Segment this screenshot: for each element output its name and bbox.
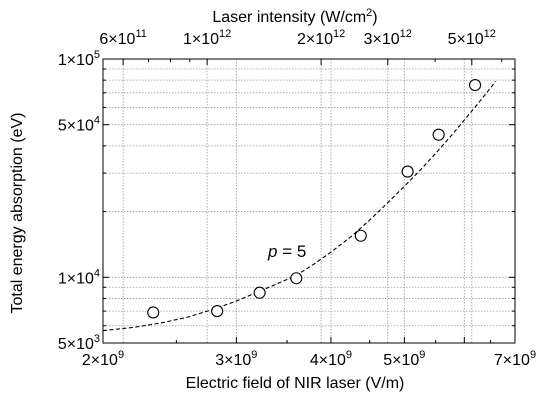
x-tick-label-exponent: 9 — [346, 349, 352, 361]
x-tick-label-exponent: 9 — [419, 349, 425, 361]
top-tick-label: 5×1012 — [448, 28, 496, 48]
data-point — [354, 229, 367, 242]
y-tick-label: 1×104 — [58, 267, 100, 287]
data-point — [401, 165, 414, 178]
top-axis-label-end: ) — [372, 9, 377, 26]
y-tick-label: 5×104 — [58, 115, 100, 135]
top-tick-label-mantissa: 3×10 — [364, 31, 400, 48]
y-tick-label: 1×105 — [58, 49, 100, 69]
x-tick-label-mantissa: 5×10 — [383, 352, 419, 369]
x-tick-label: 7×109 — [494, 349, 536, 369]
y-tick-label-exponent: 3 — [94, 333, 100, 345]
x-tick-label-exponent: 9 — [118, 349, 124, 361]
x-tick-label-mantissa: 2×10 — [82, 352, 118, 369]
y-tick-label-mantissa: 1×10 — [58, 52, 94, 69]
data-point — [469, 78, 482, 92]
x-tick-label-exponent: 9 — [530, 349, 536, 361]
x-tick-label: 4×109 — [310, 349, 352, 369]
top-tick-label-exponent: 12 — [484, 28, 496, 40]
plot-frame — [102, 58, 516, 344]
axis-ticks — [102, 59, 516, 343]
data-point — [253, 286, 266, 299]
top-tick-label: 3×1012 — [364, 28, 412, 48]
x-tick-label: 5×109 — [383, 349, 425, 369]
x-tick-label: 3×109 — [215, 349, 257, 369]
grid-lines — [103, 59, 515, 343]
x-tick-label: 2×109 — [82, 349, 124, 369]
data-point — [432, 128, 445, 141]
data-point — [147, 306, 160, 319]
fit-annotation-symbol: p — [267, 242, 277, 261]
top-tick-label-mantissa: 1×10 — [183, 31, 219, 48]
x-tick-label-mantissa: 3×10 — [215, 352, 251, 369]
y-tick-label-exponent: 4 — [94, 267, 100, 279]
top-axis-label: Laser intensity (W/cm2) — [212, 7, 377, 26]
y-tick-label: 5×103 — [58, 333, 100, 353]
x-tick-label-mantissa: 4×10 — [310, 352, 346, 369]
top-axis-label-text: Laser intensity (W/cm — [212, 9, 366, 26]
x-tick-label-mantissa: 7×10 — [494, 352, 530, 369]
fit-layer — [102, 80, 497, 332]
top-tick-label-mantissa: 6×10 — [99, 31, 135, 48]
x-tick-label-exponent: 9 — [251, 349, 257, 361]
top-tick-label-exponent: 11 — [135, 28, 146, 40]
top-tick-label-exponent: 12 — [219, 28, 231, 40]
tick-labels: 2×109 3×109 4×109 5×109 7×1095×1031×1045×104… — [58, 28, 536, 369]
x-axis-label: Electric field of NIR laser (V/m) — [186, 375, 405, 392]
top-tick-label-exponent: 12 — [333, 28, 345, 40]
top-tick-label: 2×1012 — [297, 28, 345, 48]
fit-annotation-value: = 5 — [277, 242, 306, 261]
data-point — [211, 305, 224, 318]
top-axis-label-sup: 2 — [366, 7, 372, 19]
y-tick-label-mantissa: 1×10 — [58, 270, 94, 287]
top-tick-label: 1×1012 — [183, 28, 231, 48]
y-tick-label-exponent: 5 — [94, 49, 100, 61]
y-tick-label-mantissa: 5×10 — [58, 118, 94, 135]
top-tick-label-exponent: 12 — [400, 28, 412, 40]
top-tick-label-mantissa: 5×10 — [448, 31, 484, 48]
y-tick-label-mantissa: 5×10 — [58, 336, 94, 353]
fit-curve — [102, 80, 497, 332]
data-points — [147, 78, 482, 319]
top-tick-label: 6×1011 — [99, 28, 146, 48]
top-tick-label-mantissa: 2×10 — [297, 31, 333, 48]
fit-annotation: p = 5 — [267, 242, 306, 261]
data-point — [290, 272, 303, 285]
y-tick-label-exponent: 4 — [94, 115, 100, 127]
y-axis-label: Total energy absorption (eV) — [9, 113, 26, 314]
